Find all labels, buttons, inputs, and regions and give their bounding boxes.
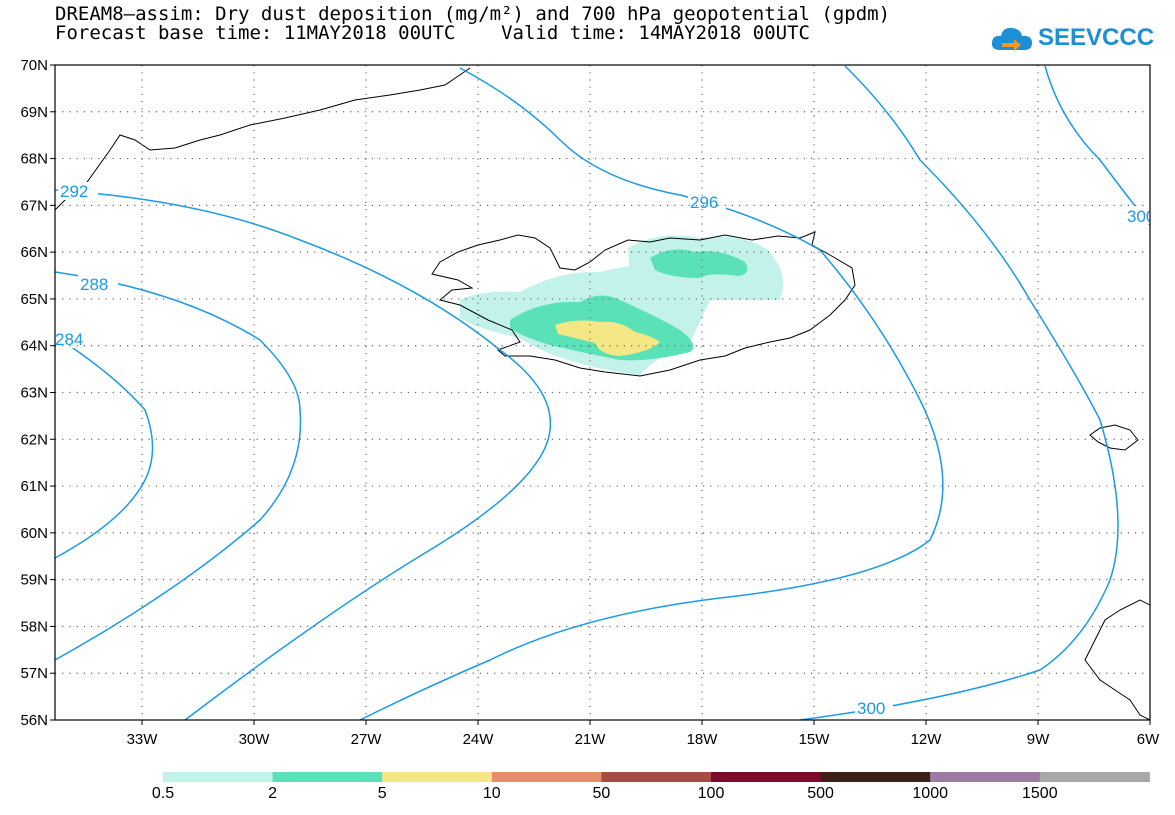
latitude-label: 69N xyxy=(20,104,48,121)
contour-label: 300 xyxy=(857,699,885,718)
legend-swatch xyxy=(382,772,493,782)
latitude-label: 56N xyxy=(20,712,48,729)
legend-swatch xyxy=(930,772,1041,782)
faroe-coastline xyxy=(1089,424,1139,451)
legend-label: 5 xyxy=(378,785,387,802)
contour-label: 284 xyxy=(55,330,83,349)
map-title: DREAM8–assim: Dry dust deposition (mg/m²… xyxy=(55,3,891,25)
longitude-label: 30W xyxy=(239,731,271,748)
legend-label: 1500 xyxy=(1022,785,1058,802)
contour-label: 292 xyxy=(60,182,88,201)
latitude-label: 58N xyxy=(20,618,48,635)
legend-swatch xyxy=(601,772,712,782)
latitude-label: 70N xyxy=(20,57,48,74)
latitude-label: 66N xyxy=(20,244,48,261)
longitude-label: 33W xyxy=(127,731,159,748)
longitude-label: 18W xyxy=(687,731,719,748)
cloud-icon xyxy=(991,27,1032,51)
longitude-label: 12W xyxy=(911,731,943,748)
legend-label: 0.5 xyxy=(152,785,174,802)
legend-swatch xyxy=(163,772,274,782)
contour-label: 300 xyxy=(1127,207,1155,226)
longitude-label: 9W xyxy=(1027,731,1050,748)
contour-label: 288 xyxy=(80,275,108,294)
contour-label: 296 xyxy=(690,193,718,212)
latitude-label: 64N xyxy=(20,338,48,355)
legend-swatch xyxy=(1039,772,1150,782)
legend-label: 2 xyxy=(268,785,277,802)
latitude-label: 60N xyxy=(20,525,48,542)
latitude-label: 68N xyxy=(20,151,48,168)
longitude-label: 24W xyxy=(463,731,495,748)
logo-text: SEEVCCC xyxy=(1038,24,1155,51)
latitude-label: 67N xyxy=(20,197,48,214)
longitude-label: 21W xyxy=(575,731,607,748)
contour-labels: 292 288 284 296 300 300 xyxy=(55,182,1155,718)
latitude-label: 65N xyxy=(20,291,48,308)
legend-label: 50 xyxy=(593,785,611,802)
legend-swatch xyxy=(272,772,383,782)
legend-label: 10 xyxy=(483,785,501,802)
contour-304 xyxy=(1044,65,1151,226)
longitude-label: 6W xyxy=(1137,731,1160,748)
dust-shading xyxy=(460,235,784,375)
legend-label: 100 xyxy=(698,785,725,802)
latitude-labels: 70N 69N 68N 67N 66N 65N 64N 63N 62N 61N 60N 59N 58N 5… xyxy=(20,57,48,729)
legend-label: 500 xyxy=(807,785,834,802)
latitude-label: 63N xyxy=(20,385,48,402)
graticule xyxy=(55,65,1150,720)
contour-296 xyxy=(359,67,944,721)
legend-label: 1000 xyxy=(912,785,948,802)
longitude-label: 15W xyxy=(799,731,831,748)
latitude-label: 61N xyxy=(20,478,48,495)
scotland-coastline xyxy=(1084,599,1151,721)
latitude-label: 62N xyxy=(20,431,48,448)
greenland-coastline xyxy=(54,67,471,211)
seevccc-logo: SEEVCCC xyxy=(990,22,1154,54)
geopotential-contours xyxy=(54,65,1151,721)
legend-swatch xyxy=(491,772,602,782)
contour-292 xyxy=(54,189,552,721)
contour-284 xyxy=(54,335,154,559)
axis-ticks xyxy=(50,64,1151,725)
iceland-coastline xyxy=(431,231,856,377)
contour-300 xyxy=(799,65,1119,721)
color-legend: 0.5 2 5 10 50 100 500 1000 1500 xyxy=(152,772,1150,802)
legend-swatch xyxy=(711,772,822,782)
latitude-label: 57N xyxy=(20,665,48,682)
contour-288 xyxy=(54,271,302,661)
map-subtitle: Forecast base time: 11MAY2018 00UTC Vali… xyxy=(55,22,810,44)
latitude-label: 59N xyxy=(20,572,48,589)
longitude-label: 27W xyxy=(351,731,383,748)
longitude-labels: 33W 30W 27W 24W 21W 18W 15W 12W 9W 6W xyxy=(127,731,1161,748)
legend-swatch xyxy=(820,772,931,782)
